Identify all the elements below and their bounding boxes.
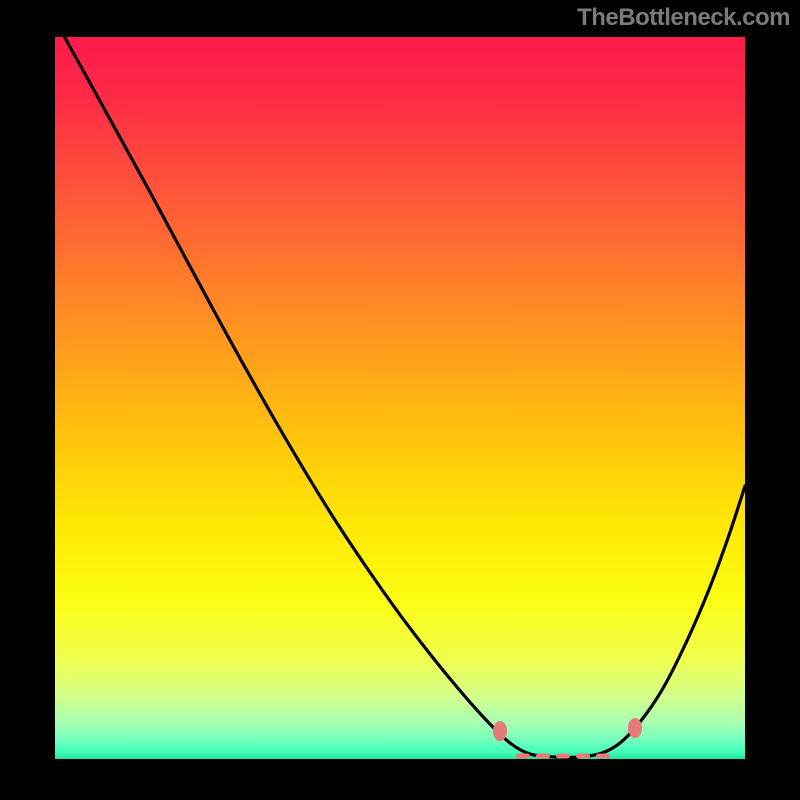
chart-container: TheBottleneck.com: [0, 0, 800, 800]
gradient-plot-area: [55, 37, 745, 759]
watermark-text: TheBottleneck.com: [577, 4, 790, 32]
bottleneck-curve-chart: [0, 0, 800, 800]
optimal-zone-endpoint-marker: [628, 718, 642, 738]
optimal-zone-endpoint-marker: [493, 721, 507, 741]
